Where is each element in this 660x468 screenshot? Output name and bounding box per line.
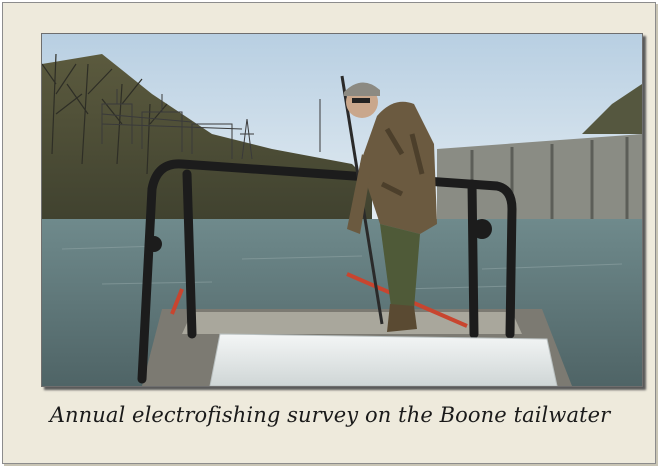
caption-card: Annual electrofishing survey on the Boon… bbox=[2, 2, 656, 464]
safety-rail bbox=[137, 159, 517, 384]
red-pole-left bbox=[170, 288, 184, 315]
dam bbox=[437, 134, 642, 224]
person-in-camouflage bbox=[344, 82, 437, 332]
hatch-cover bbox=[209, 333, 558, 386]
power-substation bbox=[101, 89, 321, 160]
anode-mount bbox=[472, 219, 492, 239]
photo-caption: Annual electrofishing survey on the Boon… bbox=[49, 403, 611, 427]
boat-bow bbox=[182, 312, 522, 334]
photo bbox=[41, 33, 643, 387]
bare-trees bbox=[42, 53, 168, 175]
electrofishing-photo-icon bbox=[42, 34, 642, 386]
right-hill bbox=[582, 84, 642, 134]
light-mount bbox=[146, 236, 162, 252]
hillside bbox=[42, 54, 372, 234]
